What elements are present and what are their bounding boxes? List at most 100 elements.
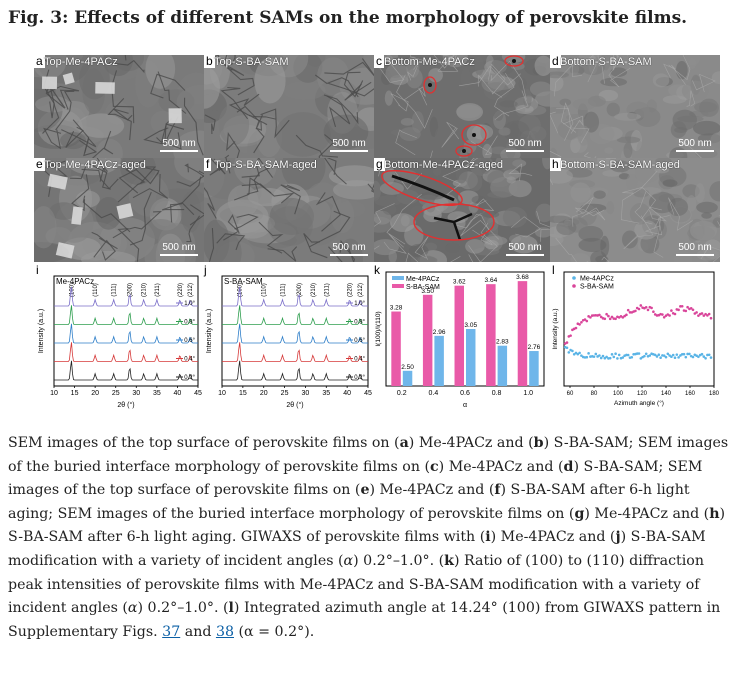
series-label: 0.2° (184, 375, 195, 381)
scale-bar-line (330, 254, 368, 256)
grain-boundary (208, 227, 215, 262)
scale-bar: 500 nm (160, 138, 198, 152)
peak-label: (220) (348, 283, 354, 297)
caption-ref: e (360, 482, 370, 499)
caption-text: ) Me-4PACz and ( (584, 505, 710, 522)
peak-label: (110) (93, 283, 99, 297)
grain-boundary (410, 55, 429, 63)
scatter-point (695, 311, 698, 314)
sem-panel-title: Top-S-BA-SAM (214, 56, 289, 68)
sem-grain (534, 55, 550, 76)
scatter-point (639, 357, 643, 360)
sem-grain (75, 190, 100, 208)
sem-grain (34, 206, 57, 249)
bar (402, 370, 413, 386)
xrd-series-line (54, 323, 198, 344)
supplementary-fig-37-link[interactable]: 37 (162, 623, 181, 640)
sem-grain (487, 191, 511, 199)
scale-bar: 500 nm (160, 242, 198, 256)
supplementary-fig-38-link[interactable]: 38 (215, 623, 234, 640)
sem-grain (49, 202, 78, 220)
sem-panel-title: Bottom-S-BA-SAM-aged (560, 159, 680, 171)
sem-grain (503, 169, 520, 180)
caption-ref: c (430, 458, 439, 475)
scale-bar-line (506, 150, 544, 152)
bar-value-label: 3.28 (390, 305, 403, 312)
caption-ref: k (444, 552, 454, 569)
sem-grain (382, 203, 397, 215)
sem-grain (96, 138, 123, 158)
grain-boundary (128, 210, 162, 230)
scatter-point (607, 314, 610, 318)
scale-bar: 500 nm (506, 242, 544, 256)
xrd-series-line (222, 323, 368, 344)
sem-texture (374, 55, 550, 158)
xrd-series-line (54, 286, 198, 307)
figure-caption: SEM images of the top surface of perovsk… (8, 432, 736, 644)
scatter-point (639, 304, 643, 307)
sem-grain (445, 242, 460, 254)
legend-label: S-BA-SAM (580, 284, 614, 291)
x-tick-label: 80 (591, 391, 598, 397)
sem-panel-a: a Top-Me-4PACz 500 nm (34, 55, 204, 158)
scatter-point (700, 312, 704, 315)
scatter-point (583, 318, 587, 321)
scatter-point (614, 352, 617, 356)
x-tick-label: 60 (567, 391, 574, 397)
caption-ref: d (563, 458, 574, 475)
grain-boundary (374, 203, 395, 227)
scatter-point (673, 312, 677, 316)
caption-text: ) S-BA-SAM after 6-h light aging. GIWAXS… (8, 505, 726, 546)
x-axis-label: α (463, 402, 467, 409)
scale-bar-label: 500 nm (508, 242, 542, 253)
scatter-point (578, 351, 581, 355)
sem-grain (468, 201, 479, 213)
scatter-point (688, 352, 691, 356)
sem-grain (417, 255, 436, 262)
scatter-point (630, 355, 634, 359)
sem-grain (610, 160, 631, 173)
scatter-point (664, 355, 668, 359)
x-tick-label: 0.8 (492, 390, 502, 397)
scatter-point (671, 353, 675, 357)
grain-boundary (700, 246, 720, 262)
grain-boundary (45, 86, 66, 109)
x-tick-label: 15 (239, 390, 247, 397)
sem-grain (363, 55, 374, 69)
grain-boundary (241, 158, 274, 178)
scatter-point (673, 356, 677, 360)
scale-bar-label: 500 nm (332, 242, 366, 253)
scatter-point (610, 353, 614, 356)
caption-text: ) Me-4PACz and ( (408, 435, 534, 451)
sem-panel-c: c Bottom-Me-4PACz 500 nm (374, 55, 550, 158)
scale-bar: 500 nm (506, 138, 544, 152)
sem-grain (282, 81, 326, 101)
bar (422, 294, 433, 386)
grain-boundary (536, 211, 550, 242)
scatter-point (675, 353, 679, 356)
grain-boundary (72, 119, 98, 157)
sem-grain (281, 158, 326, 190)
grain-boundary (386, 193, 422, 245)
sem-grain (570, 182, 591, 203)
scatter-point (634, 309, 637, 313)
bar-value-label: 2.50 (401, 364, 414, 371)
grain-boundary (324, 58, 374, 77)
scatter-point (637, 307, 641, 311)
grain-boundary (69, 158, 108, 180)
sem-grain (399, 127, 421, 142)
scatter-point (668, 314, 671, 317)
grain-boundary (323, 94, 359, 125)
sem-grain (35, 96, 71, 113)
xrd-series-line (222, 360, 368, 381)
scatter-point (643, 354, 646, 358)
caption-text: ) S-BA-SAM; SEM images of the buried int… (8, 435, 729, 475)
scatter-point (616, 357, 619, 360)
caption-text: SEM images of the top surface of perovsk… (8, 435, 400, 451)
caption-ref: g (574, 505, 585, 522)
grain-boundary (583, 152, 597, 158)
peak-label: (111) (112, 283, 118, 296)
grain-boundary (111, 70, 135, 124)
sem-grain (542, 158, 550, 170)
grain-boundary (441, 121, 460, 148)
